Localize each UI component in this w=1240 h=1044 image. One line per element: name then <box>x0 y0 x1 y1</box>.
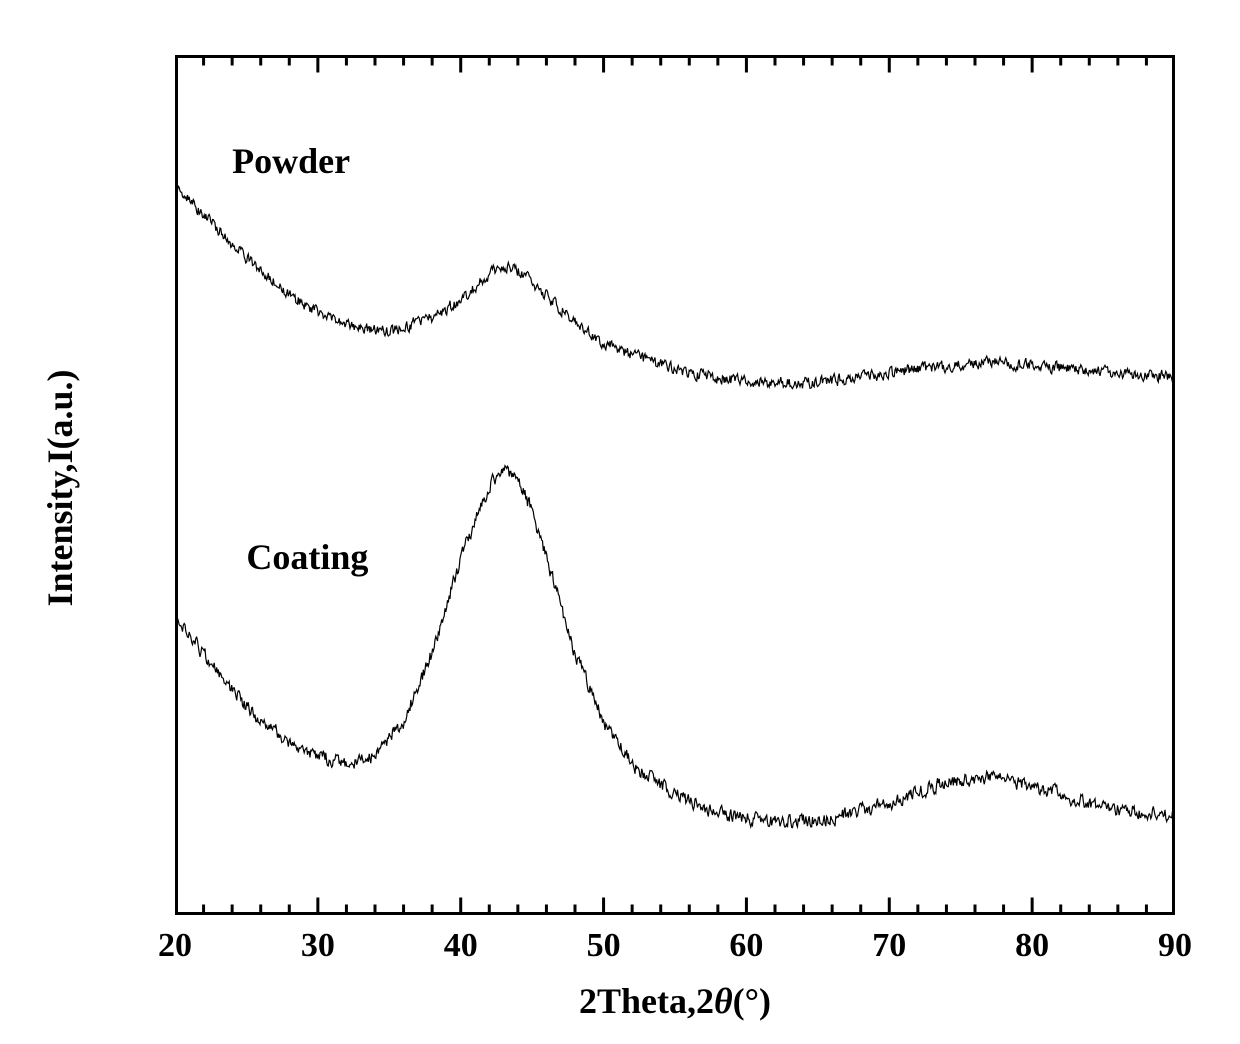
x-tick-label: 70 <box>859 927 919 965</box>
x-tick-label: 30 <box>288 927 348 965</box>
x-tick-label: 80 <box>1002 927 1062 965</box>
series-label-powder: Powder <box>232 140 350 182</box>
x-axis-label-suffix: (°) <box>733 981 771 1021</box>
plot-border <box>177 57 1174 914</box>
plot-area <box>175 55 1175 915</box>
series-powder <box>175 186 1175 389</box>
x-tick-label: 20 <box>145 927 205 965</box>
x-axis-label-text-1: 2Theta,2 <box>579 981 714 1021</box>
x-tick-label: 40 <box>431 927 491 965</box>
y-axis-label-text: Intensity,I(a.u.) <box>40 369 80 606</box>
x-tick-label: 60 <box>716 927 776 965</box>
x-tick-label: 50 <box>574 927 634 965</box>
series-coating <box>175 466 1175 828</box>
x-axis-label: 2Theta,2θ(°) <box>175 980 1175 1022</box>
x-tick-label: 90 <box>1145 927 1205 965</box>
chart-svg <box>175 55 1175 915</box>
series-label-coating: Coating <box>246 536 368 578</box>
xrd-figure: Intensity,I(a.u.) 2Theta,2θ(°) 20 30 40 50 6… <box>0 0 1240 1044</box>
x-axis-label-theta: θ <box>714 981 733 1021</box>
y-axis-label: Intensity,I(a.u.) <box>39 58 81 918</box>
